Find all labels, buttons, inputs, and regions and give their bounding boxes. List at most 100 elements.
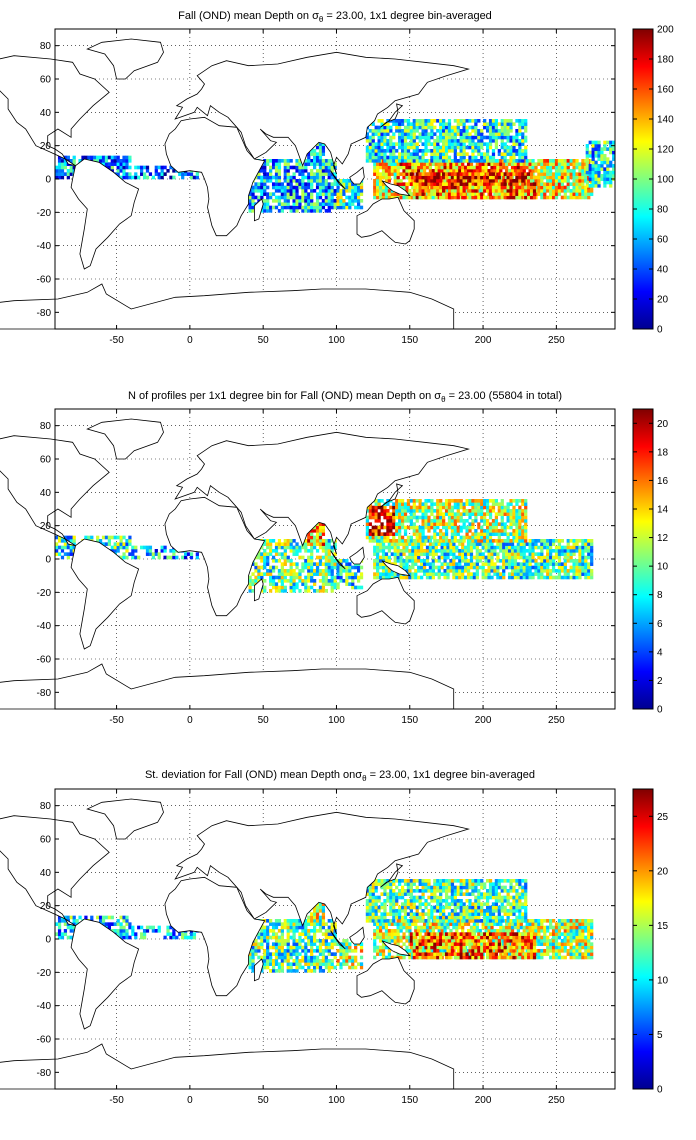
data-cell <box>396 192 400 196</box>
data-cell <box>330 192 334 196</box>
data-cell <box>518 142 522 146</box>
data-cell <box>594 147 598 151</box>
data-cell <box>456 512 460 516</box>
data-cell <box>485 539 490 543</box>
data-cell <box>560 182 564 186</box>
data-cell <box>500 132 504 136</box>
data-cell <box>292 579 296 583</box>
data-cell <box>475 572 479 576</box>
data-cell <box>590 555 594 560</box>
x-tick-label: 100 <box>328 715 345 726</box>
data-cell <box>510 562 515 566</box>
colorbar-tick-label: 140 <box>657 115 674 126</box>
data-cell <box>393 935 397 940</box>
data-cell <box>518 515 522 520</box>
data-cell <box>307 202 311 206</box>
data-cell <box>468 185 472 190</box>
data-cell <box>283 199 287 203</box>
data-cell <box>474 159 478 163</box>
data-cell <box>415 145 419 150</box>
data-cell <box>521 175 525 180</box>
data-cell <box>315 572 320 576</box>
data-cell <box>546 565 550 570</box>
data-cell <box>475 562 479 566</box>
data-cell <box>412 152 416 156</box>
data-cell <box>515 509 519 513</box>
data-cell <box>387 165 392 170</box>
data-cell <box>515 149 519 153</box>
data-cell <box>436 185 440 190</box>
data-cell <box>310 549 314 553</box>
data-cell <box>510 542 515 546</box>
data-cell <box>400 142 405 146</box>
data-cell <box>458 165 462 170</box>
data-cell <box>430 125 434 130</box>
data-cell <box>490 542 494 546</box>
data-cell <box>450 535 455 540</box>
data-cell <box>251 582 255 586</box>
data-cell <box>494 122 499 126</box>
data-cell <box>418 535 422 540</box>
data-cell <box>381 185 386 190</box>
data-cell <box>436 129 440 133</box>
data-cell <box>540 569 544 573</box>
data-cell <box>402 549 406 553</box>
data-cell <box>128 165 132 170</box>
data-cell <box>437 569 441 573</box>
data-cell <box>537 572 541 576</box>
data-cell <box>509 182 513 186</box>
data-cell <box>399 195 403 200</box>
data-cell <box>248 199 252 203</box>
data-cell <box>63 552 68 556</box>
data-cell <box>430 175 434 180</box>
data-cell <box>266 555 270 560</box>
data-cell <box>524 122 528 126</box>
data-cell <box>512 142 516 146</box>
data-cell <box>398 155 402 160</box>
data-cell <box>354 192 358 196</box>
data-cell <box>456 179 460 183</box>
data-cell <box>336 192 340 196</box>
data-cell <box>459 132 463 136</box>
data-cell <box>506 179 510 183</box>
data-cell <box>443 179 447 183</box>
data-cell <box>378 549 383 553</box>
data-cell <box>408 569 412 573</box>
data-cell <box>455 562 459 566</box>
data-cell <box>455 162 459 166</box>
data-cell <box>359 205 364 210</box>
data-cell <box>119 159 123 163</box>
data-cell <box>396 172 400 176</box>
data-cell <box>572 182 576 186</box>
data-cell <box>572 195 576 200</box>
data-cell <box>572 549 576 553</box>
data-cell <box>266 205 270 210</box>
data-cell <box>488 135 493 140</box>
data-cell <box>459 512 463 516</box>
data-cell <box>125 165 129 170</box>
data-cell <box>266 572 270 576</box>
data-cell <box>412 142 416 146</box>
data-cell <box>380 122 384 126</box>
data-cell <box>440 562 444 566</box>
data-cell <box>414 929 418 933</box>
data-cell <box>566 172 570 176</box>
data-cell <box>411 185 415 190</box>
data-cell <box>483 519 487 523</box>
data-cell <box>532 182 537 186</box>
data-cell <box>422 929 427 933</box>
data-cell <box>283 572 287 576</box>
data-cell <box>178 172 182 176</box>
data-cell <box>324 572 328 576</box>
data-cell <box>500 192 504 196</box>
data-cell <box>330 199 334 203</box>
data-cell <box>396 175 400 180</box>
data-cell <box>449 545 453 550</box>
data-cell <box>524 189 528 193</box>
data-cell <box>584 572 588 576</box>
data-cell <box>424 185 428 190</box>
data-cell <box>387 575 392 580</box>
data-cell <box>274 542 279 546</box>
y-tick-label: -60 <box>37 655 52 666</box>
data-cell <box>131 552 135 556</box>
